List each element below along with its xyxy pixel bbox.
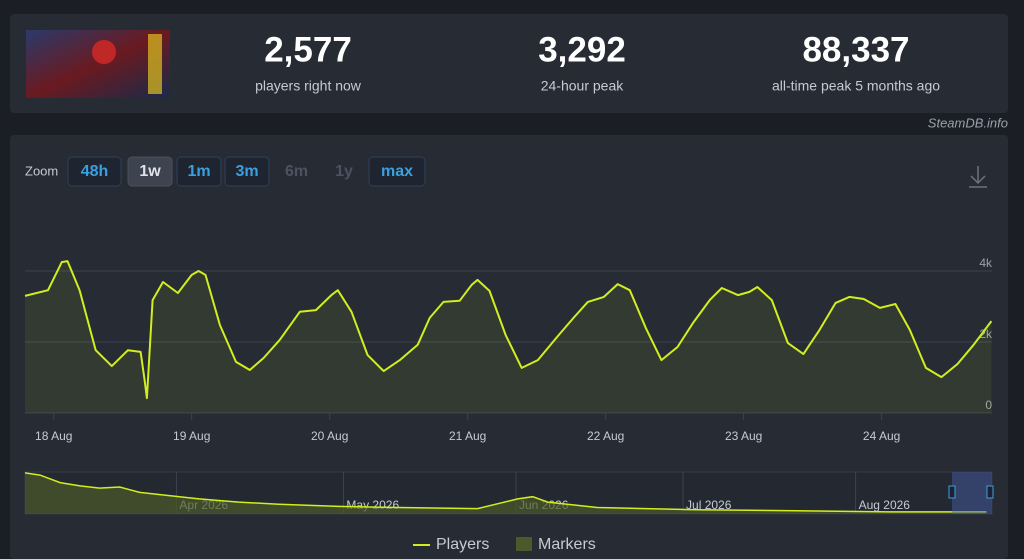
chart-card <box>10 135 1008 559</box>
zoom-button[interactable] <box>176 156 222 187</box>
zoom-button-label[interactable]: 1w <box>139 163 161 180</box>
zoom-button[interactable] <box>127 156 173 187</box>
x-tick-label: 21 Aug <box>449 429 486 443</box>
y-tick-label: 2k <box>979 327 993 341</box>
zoom-button-label[interactable]: 48h <box>81 163 109 180</box>
zoom-button[interactable] <box>224 156 270 187</box>
x-tick-label: 24 Aug <box>863 429 900 443</box>
zoom-button-label[interactable]: max <box>381 163 413 180</box>
x-tick-label: 20 Aug <box>311 429 348 443</box>
navigator-tick-label: Aug 2026 <box>859 498 911 512</box>
stat-label: 24-hour peak <box>541 78 625 94</box>
zoom-label: Zoom <box>25 163 58 178</box>
navigator-selection[interactable] <box>952 472 992 514</box>
game-image <box>26 30 170 98</box>
stat-label: players right now <box>255 78 362 94</box>
x-tick-label: 23 Aug <box>725 429 762 443</box>
zoom-button[interactable] <box>67 156 122 187</box>
navigator-handle[interactable] <box>986 485 994 499</box>
series-line <box>24 260 993 400</box>
image-art <box>148 34 162 94</box>
stat-value: 2,577 <box>264 30 352 69</box>
brand: SteamDB.info <box>928 115 1008 130</box>
navigator-line <box>24 472 987 513</box>
stat-label: all-time peak 5 months ago <box>772 78 940 94</box>
legend-swatch <box>516 537 532 551</box>
legend-label[interactable]: Markers <box>538 536 596 553</box>
stat-value: 88,337 <box>802 30 909 69</box>
image-art <box>92 40 116 64</box>
stat-value: 3,292 <box>538 30 626 69</box>
y-tick-label: 4k <box>979 256 993 270</box>
stats-card <box>10 14 1008 113</box>
navigator-tick-label: Jul 2026 <box>686 498 732 512</box>
legend-label[interactable]: Players <box>436 536 489 553</box>
zoom-button[interactable] <box>368 156 426 187</box>
area <box>25 261 992 413</box>
x-tick-label: 18 Aug <box>35 429 72 443</box>
y-tick-label: 0 <box>985 398 992 412</box>
zoom-button-label[interactable]: 1m <box>187 163 210 180</box>
x-tick-label: 22 Aug <box>587 429 624 443</box>
zoom-button-label: 6m <box>285 163 308 180</box>
zoom-button-label: 1y <box>335 163 353 180</box>
zoom-button-label[interactable]: 3m <box>235 163 258 180</box>
x-tick-label: 19 Aug <box>173 429 210 443</box>
navigator-handle[interactable] <box>948 485 956 499</box>
download-icon[interactable] <box>969 166 987 188</box>
